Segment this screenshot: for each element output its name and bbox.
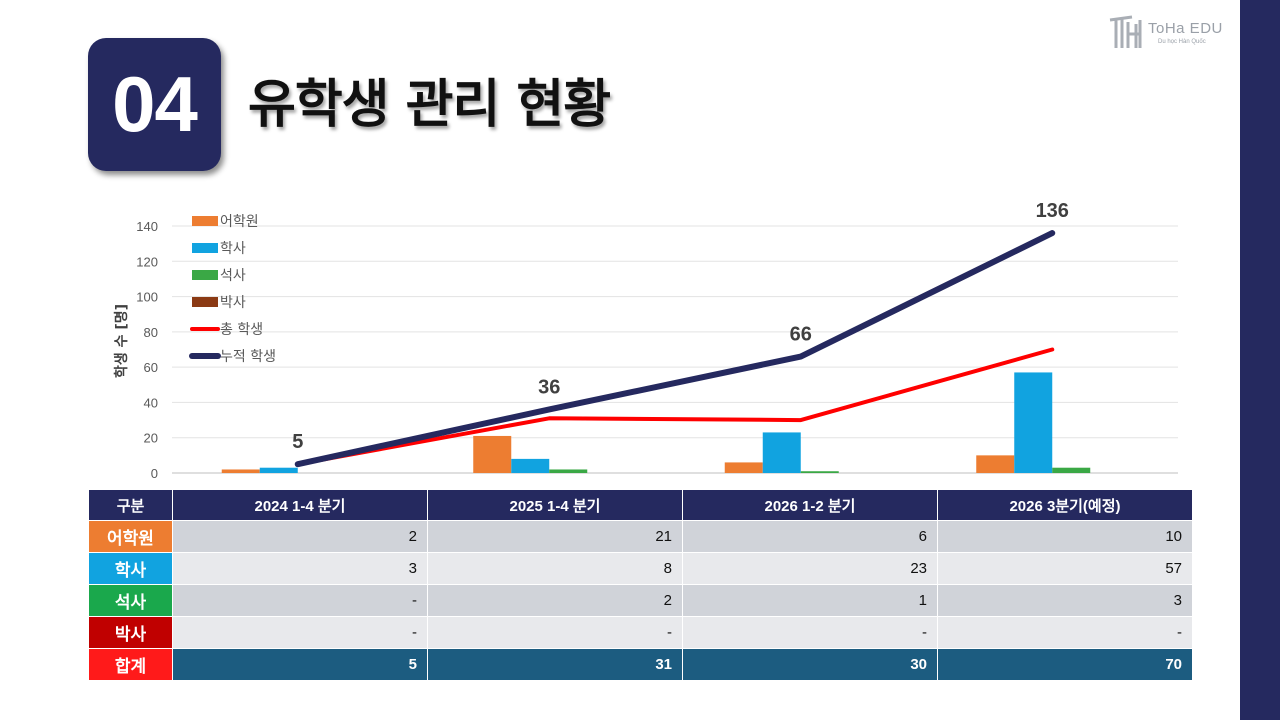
legend-label: 누적 학생 (220, 349, 276, 365)
table-row: 학사 3 8 23 57 (88, 552, 1193, 585)
bar (976, 455, 1015, 473)
row-label-bachelor: 학사 (88, 552, 173, 585)
data-label: 5 (292, 431, 303, 453)
table-row: 석사 - 2 1 3 (88, 584, 1193, 617)
row-label-total: 합계 (88, 648, 173, 681)
bar (724, 462, 763, 473)
table-total-cell: 30 (682, 648, 938, 681)
y-tick-label: 100 (136, 290, 158, 305)
legend-label: 박사 (220, 295, 246, 311)
table-cell: 3 (937, 584, 1193, 617)
page-title: 유학생 관리 현황 (248, 75, 611, 135)
table-cell: - (172, 584, 428, 617)
bar (221, 469, 260, 473)
y-tick-label: 0 (151, 466, 158, 481)
right-accent-bar (1240, 0, 1280, 720)
table-header-label: 구분 (88, 489, 173, 521)
table-cell: 2 (172, 520, 428, 553)
table-cell: 6 (682, 520, 938, 553)
table-cell: - (937, 616, 1193, 649)
toha-logo-mark (1109, 15, 1142, 48)
bar (473, 435, 512, 473)
legend-label: 어학원 (220, 214, 259, 230)
table-cell: 21 (427, 520, 683, 553)
table-total-cell: 5 (172, 648, 428, 681)
bar (549, 469, 588, 473)
y-tick-label: 40 (144, 395, 158, 410)
logo-name: ToHa EDU (1148, 20, 1223, 37)
table-cell: 2 (427, 584, 683, 617)
section-number: 04 (112, 60, 198, 148)
bar (511, 458, 550, 473)
bar (762, 432, 801, 473)
section-number-badge: 04 (88, 38, 221, 171)
table-cell: - (682, 616, 938, 649)
row-label-doctorate: 박사 (88, 616, 173, 649)
table-row: 박사 - - - - (88, 616, 1193, 649)
series-line (295, 347, 1055, 467)
toha-edu-logo: ToHa EDU Du học Hàn Quốc (1108, 14, 1230, 54)
table-cell: - (427, 616, 683, 649)
legend-swatch (192, 243, 218, 253)
table-header-period: 2024 1-4 분기 (172, 489, 428, 521)
row-label-master: 석사 (88, 584, 173, 617)
legend-swatch (192, 270, 218, 280)
data-label: 136 (1036, 200, 1069, 222)
table-cell: - (172, 616, 428, 649)
bar (800, 471, 839, 473)
table-total-row: 합계 5 31 30 70 (88, 648, 1193, 681)
table-header-period: 2026 3분기(예정) (937, 489, 1193, 521)
y-tick-label: 20 (144, 431, 158, 446)
bar (1014, 372, 1053, 473)
legend-swatch (192, 216, 218, 226)
y-tick-label: 80 (144, 325, 158, 340)
y-tick-label: 60 (144, 360, 158, 375)
table-header-row: 구분 2024 1-4 분기 2025 1-4 분기 2026 1-2 분기 2… (88, 489, 1193, 521)
table-cell: 23 (682, 552, 938, 585)
bar (259, 467, 298, 473)
y-axis-label: 학생 수 [명] (113, 304, 130, 378)
table-cell: 8 (427, 552, 683, 585)
bar (1052, 467, 1091, 473)
table-cell: 1 (682, 584, 938, 617)
row-label-language-school: 어학원 (88, 520, 173, 553)
table-header-period: 2026 1-2 분기 (682, 489, 938, 521)
legend-swatch (192, 297, 218, 307)
y-tick-label: 140 (136, 219, 158, 234)
y-tick-label: 120 (136, 254, 158, 269)
table-total-cell: 31 (427, 648, 683, 681)
legend-label: 학사 (220, 241, 246, 257)
logo-tagline: Du học Hàn Quốc (1158, 39, 1206, 45)
student-chart: 0 20 40 60 80 100 120 140 학생 수 [명] 5 36 66 136 어학원학사석… (113, 200, 1178, 481)
legend-label: 총 학생 (220, 322, 263, 338)
table-header-period: 2025 1-4 분기 (427, 489, 683, 521)
data-label: 66 (790, 324, 812, 346)
table-row: 어학원 2 21 6 10 (88, 520, 1193, 553)
data-label: 36 (538, 376, 560, 398)
student-table: 구분 2024 1-4 분기 2025 1-4 분기 2026 1-2 분기 2… (88, 489, 1193, 681)
table-cell: 10 (937, 520, 1193, 553)
table-cell: 57 (937, 552, 1193, 585)
series-line (294, 230, 1056, 468)
table-total-cell: 70 (937, 648, 1193, 681)
legend-label: 석사 (220, 268, 246, 284)
table-cell: 3 (172, 552, 428, 585)
